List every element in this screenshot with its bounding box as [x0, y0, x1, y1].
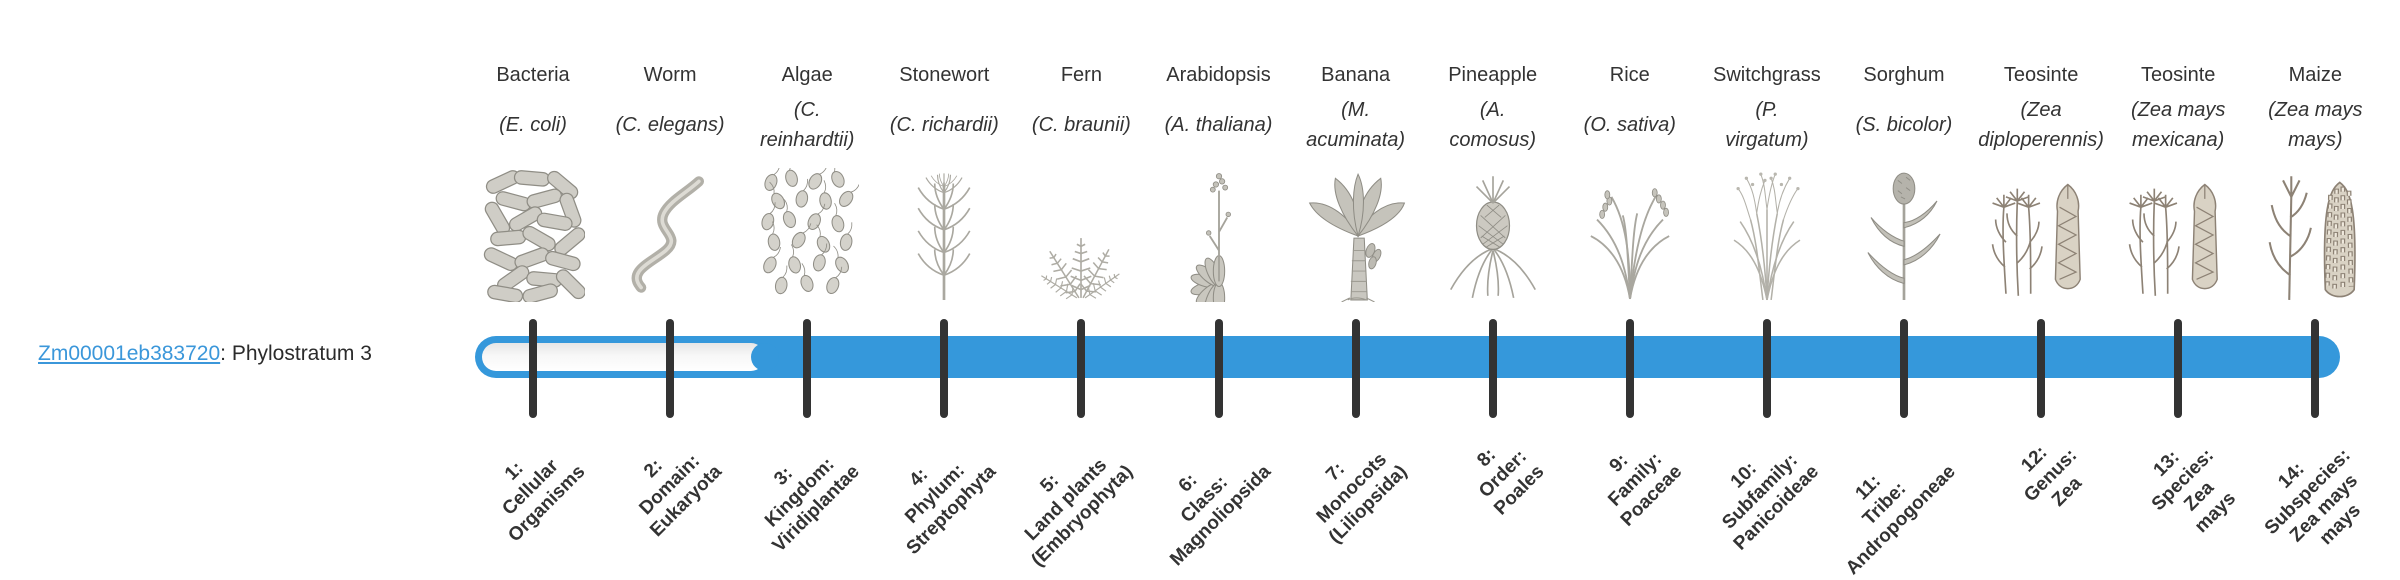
stratum-tick [1625, 319, 1634, 418]
organism-name: Switchgrass [1712, 64, 1821, 86]
organism-scientific-name: (A. thaliana) [1164, 114, 1273, 136]
bar-fill-cap [751, 343, 779, 371]
rice-icon [1573, 164, 1687, 302]
organism-scientific-name: (C. braunii) [1031, 114, 1131, 136]
organism-scientific-name: (C. reinhardtii) [759, 99, 855, 151]
organism-name: Arabidopsis [1166, 64, 1271, 86]
stratum-tick [666, 319, 675, 418]
stratum-label: 1: Cellular Organisms [498, 455, 590, 547]
gene-id-link[interactable]: Zm00001eb383720 [38, 342, 221, 365]
stratum-tick [529, 319, 537, 418]
organism-scientific-name: (A. comosus) [1449, 99, 1537, 151]
stratum-tick [940, 319, 949, 418]
stratum-tick [1351, 319, 1360, 418]
stratum-label: 3: Kingdom: Viridiplantae [760, 453, 864, 557]
organism-scientific-name: (Zea mays mexicana) [2130, 99, 2226, 151]
organism-name: Sorghum [1863, 64, 1945, 86]
gene-label: Zm00001eb383720: Phylostratum 3 [38, 342, 372, 366]
organism-scientific-name: (Zea mays mays) [2268, 99, 2363, 151]
organism-name: Maize [2288, 64, 2342, 86]
organism-scientific-name: (O. sativa) [1583, 114, 1676, 136]
stratum-label: 5: Land plants (Embryophyta) [1021, 454, 1138, 571]
organism-name: Worm [643, 64, 697, 86]
organism-name: Fern [1060, 64, 1102, 86]
teosinte-icon [1984, 164, 2098, 302]
stratum-label: 6: Class: Magnoliopsida [1165, 461, 1275, 571]
bacteria-icon [476, 164, 590, 302]
stratum-label: 7: Monocots (Liliopsida) [1313, 449, 1412, 548]
stratum-tick [1762, 319, 1771, 418]
stratum-tick [2037, 319, 2046, 418]
stratum-label: 8: Order: Poales [1473, 444, 1549, 520]
stratum-label: 9: Family: Poaceae [1603, 448, 1686, 531]
organism-scientific-name: (E. coli) [499, 114, 567, 136]
organism-scientific-name: (P. virgatum) [1725, 99, 1809, 151]
organism-scientific-name: (C. elegans) [615, 114, 725, 136]
organism-scientific-name: (M. acuminata) [1306, 99, 1406, 151]
bar-unfilled-region [482, 343, 765, 371]
stratum-label: 14: Subspecies: Zea mays mays [2261, 444, 2366, 550]
teosinte-icon [2121, 164, 2235, 302]
stratum-label: 4: Phylum: Streptophyta [901, 459, 1001, 559]
stratum-tick [2174, 319, 2183, 418]
phylostratum-text: : Phylostratum 3 [220, 342, 372, 365]
organism-name: Stonewort [899, 64, 990, 86]
stratum-tick [1077, 319, 1086, 418]
organism-scientific-name: (C. richardii) [889, 114, 999, 136]
stratum-label: 13: Species: Zea mays [2147, 444, 2241, 538]
arabidopsis-icon [1162, 164, 1276, 302]
organism-scientific-name: (Zea diploperennis) [1978, 99, 2104, 151]
organism-name: Banana [1321, 64, 1391, 86]
maize-icon [2258, 164, 2372, 302]
stratum-tick [1214, 319, 1223, 418]
stratum-tick [2311, 319, 2320, 418]
algae-icon [750, 164, 864, 302]
organism-name: Teosinte [2003, 64, 2079, 86]
switchgrass-icon [1710, 164, 1824, 302]
stratum-tick [1488, 319, 1497, 418]
fern-icon [1024, 164, 1138, 302]
stratum-label: 2: Domain: Eukaryota [635, 450, 727, 542]
organism-name: Teosinte [2140, 64, 2216, 86]
banana-icon [1299, 164, 1413, 302]
organism-name: Bacteria [496, 64, 570, 86]
organism-name: Pineapple [1448, 64, 1538, 86]
organism-name: Algae [781, 64, 833, 86]
stratum-label: 11: Tribe: Andropogoneae [1842, 461, 1961, 580]
stratum-tick [803, 319, 812, 418]
organism-name: Rice [1609, 64, 1650, 86]
worm-icon [613, 164, 727, 302]
organism-scientific-name: (S. bicolor) [1855, 114, 1953, 136]
pineapple-icon [1436, 164, 1550, 302]
sorghum-icon [1847, 164, 1961, 302]
stratum-label: 12: Genus: Zea [2016, 442, 2086, 511]
stratum-tick [1900, 319, 1908, 418]
phylostrata-bar [475, 336, 2340, 378]
stratum-label: 10: Subfamily: Panicoideae [1718, 449, 1823, 555]
stonewort-icon [887, 164, 1001, 302]
